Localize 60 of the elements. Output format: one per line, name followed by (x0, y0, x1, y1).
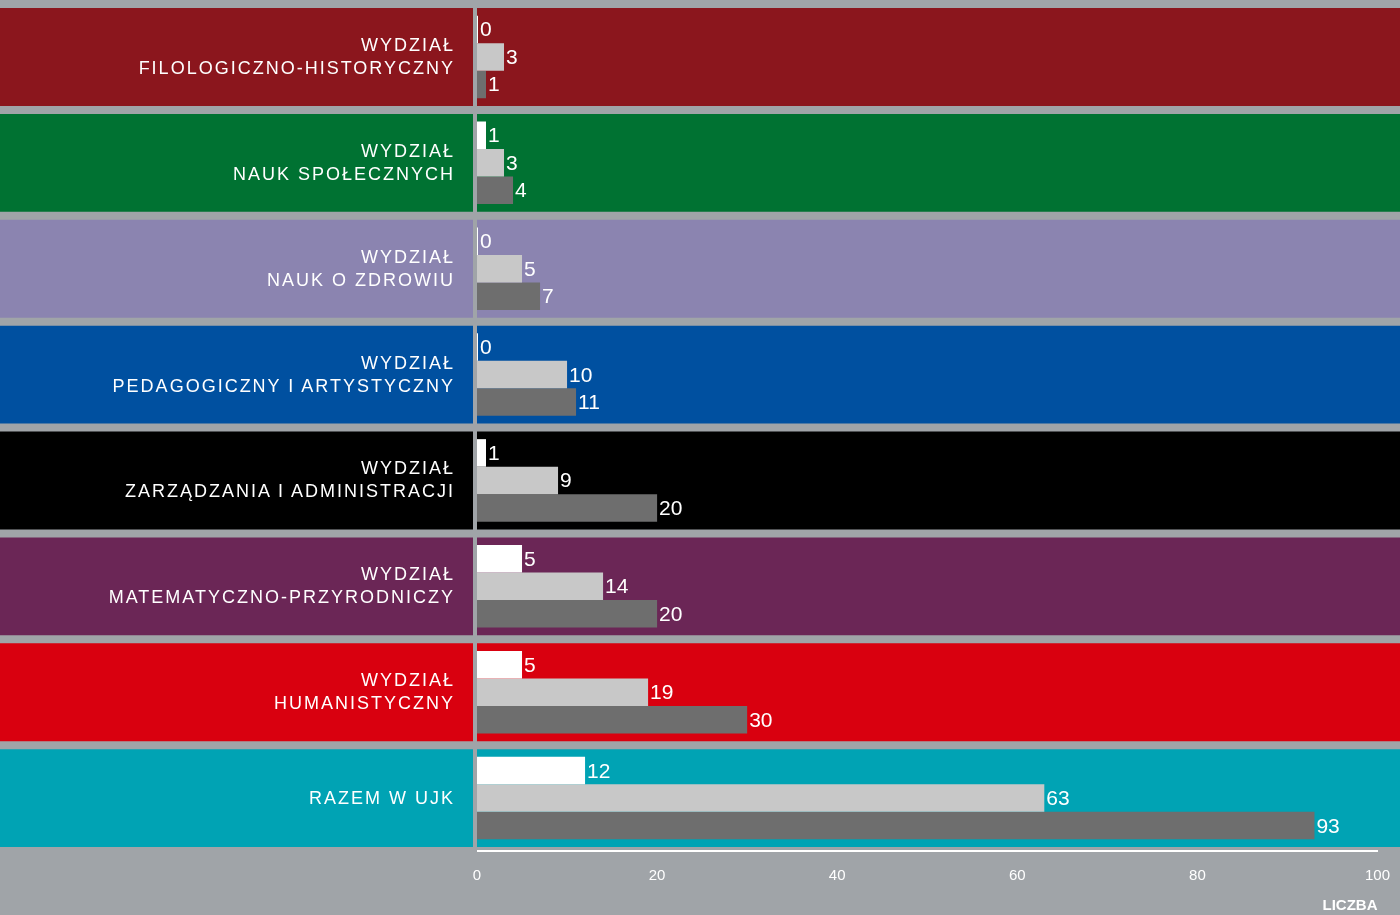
bar (477, 466, 559, 495)
data-label: 30 (749, 707, 773, 732)
data-label: 14 (605, 574, 629, 599)
bar (477, 545, 523, 573)
bar (477, 282, 541, 310)
bar (477, 254, 523, 283)
data-label: 5 (524, 546, 536, 571)
bar (477, 705, 748, 734)
x-axis-title: LICZBA (1322, 896, 1378, 914)
data-label: 10 (569, 362, 593, 387)
data-label: 5 (524, 256, 536, 281)
bar (477, 600, 658, 628)
bar (477, 678, 649, 706)
bar (477, 572, 604, 601)
data-label: 20 (659, 495, 683, 520)
data-label: 7 (542, 284, 554, 309)
y-tick-label: WYDZIAŁ NAUK O ZDROWIU (267, 245, 455, 292)
y-tick-label: WYDZIAŁ FILOLOGICZNO-HISTORYCZNY (138, 33, 455, 80)
data-label: 0 (480, 17, 492, 42)
data-label: 1 (488, 440, 500, 465)
bar (477, 811, 1315, 840)
bar (477, 784, 1045, 812)
data-label: 1 (488, 123, 500, 148)
bar (477, 650, 523, 679)
data-label: 5 (524, 652, 536, 677)
x-tick-label: 80 (1189, 866, 1206, 884)
x-tick-label: 20 (648, 866, 666, 884)
x-tick-label: 0 (472, 866, 482, 884)
data-label: 1 (488, 72, 500, 97)
bar (477, 439, 487, 467)
bar (477, 70, 487, 99)
bar (477, 149, 505, 177)
data-label: 0 (480, 335, 492, 360)
data-label: 4 (515, 178, 527, 203)
data-label: 93 (1316, 813, 1340, 838)
bar (477, 176, 514, 205)
y-tick-label: WYDZIAŁ MATEMATYCZNO-PRZYRODNICZY (108, 563, 455, 610)
bar (477, 121, 487, 150)
data-label: 20 (659, 601, 683, 626)
data-label: 3 (506, 44, 518, 69)
data-label: 11 (578, 390, 600, 415)
y-tick-label: WYDZIAŁ PEDAGOGICZNY I ARTYSTYCZNY (112, 351, 455, 398)
x-tick-label: 40 (828, 866, 846, 884)
x-tick-label: 100 (1364, 866, 1390, 884)
bar (477, 756, 586, 785)
y-tick-label: WYDZIAŁ NAUK SPOŁECZNYCH (232, 139, 455, 186)
data-label: 19 (650, 680, 674, 705)
y-tick-label: RAZEM W UJK (309, 786, 455, 810)
bar (477, 494, 658, 522)
data-label: 12 (587, 758, 611, 783)
data-label: 0 (480, 229, 492, 254)
data-label: 63 (1046, 786, 1070, 811)
bar (477, 43, 505, 71)
x-tick-label: 60 (1008, 866, 1026, 884)
data-label: 3 (506, 150, 518, 175)
y-tick-label: WYDZIAŁ HUMANISTYCZNY (273, 669, 455, 716)
bar (477, 360, 568, 389)
bar (477, 388, 577, 416)
data-label: 9 (560, 468, 572, 493)
y-tick-label: WYDZIAŁ ZARZĄDZANIA I ADMINISTRACJI (124, 457, 455, 504)
